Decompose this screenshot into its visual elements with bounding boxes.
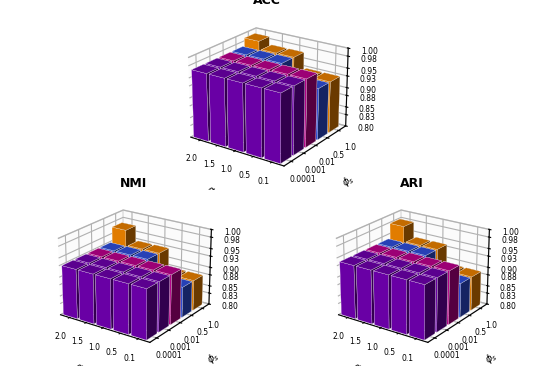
X-axis label: $\alpha_0$: $\alpha_0$	[73, 362, 88, 366]
Y-axis label: $\phi_s$: $\phi_s$	[482, 349, 500, 366]
Y-axis label: $\phi_s$: $\phi_s$	[204, 349, 222, 366]
X-axis label: $\alpha_0$: $\alpha_0$	[205, 184, 220, 199]
X-axis label: $\alpha_0$: $\alpha_0$	[351, 362, 366, 366]
Title: NMI: NMI	[120, 177, 147, 190]
Title: ACC: ACC	[253, 0, 281, 7]
Title: ARI: ARI	[400, 177, 423, 190]
Y-axis label: $\phi_s$: $\phi_s$	[340, 172, 357, 190]
